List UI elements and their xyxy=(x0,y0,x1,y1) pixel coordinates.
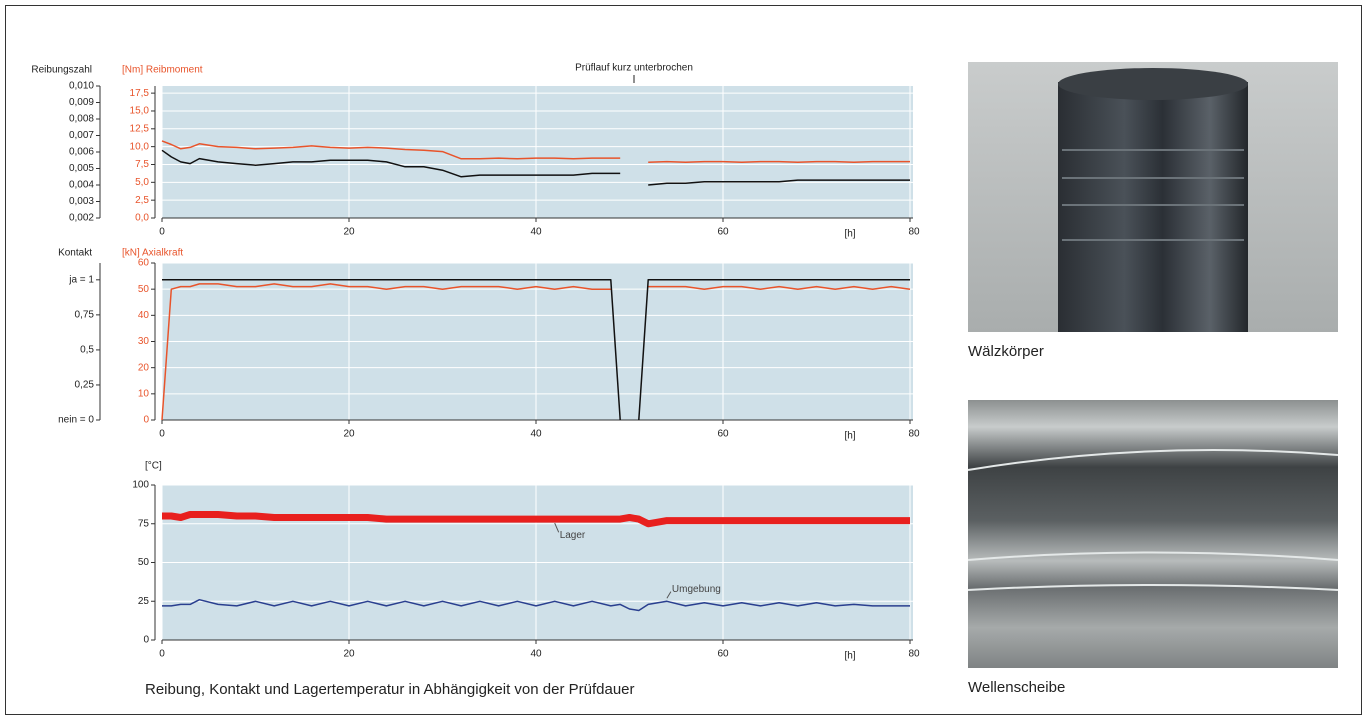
x-tick-label: 60 xyxy=(717,429,729,440)
x-tick-label: 0 xyxy=(159,227,165,238)
y-tick-label: 20 xyxy=(138,362,150,373)
x-tick-label: 80 xyxy=(908,429,920,440)
y-tick-label: 40 xyxy=(138,310,150,321)
page: Wälzkörper Wellenscheibe Reibung, Kontak… xyxy=(0,0,1368,720)
y-tick-label: 0,25 xyxy=(75,380,95,391)
plot-area xyxy=(162,86,913,218)
y-tick-label: 0,004 xyxy=(69,180,94,191)
x-axis-label: [h] xyxy=(844,229,855,240)
y-tick-label: 75 xyxy=(138,518,150,529)
y-axis-label: [°C] xyxy=(145,461,162,472)
x-axis-label: [h] xyxy=(844,431,855,442)
y-tick-label: 0,010 xyxy=(69,81,94,92)
x-tick-label: 20 xyxy=(343,649,355,660)
x-axis-label: [h] xyxy=(844,651,855,662)
figure: Wälzkörper Wellenscheibe Reibung, Kontak… xyxy=(0,0,1368,720)
x-tick-label: 80 xyxy=(908,649,920,660)
y-tick-label: 0,008 xyxy=(69,114,94,125)
series-label: Lager xyxy=(560,530,586,541)
annotation: Prüflauf kurz unterbrochen xyxy=(575,63,693,74)
y-tick-label: 0,006 xyxy=(69,147,94,158)
x-tick-label: 60 xyxy=(717,227,729,238)
x-tick-label: 80 xyxy=(908,227,920,238)
photo-shaft-washer xyxy=(968,400,1338,668)
y-tick-label: 0,0 xyxy=(135,213,149,224)
x-tick-label: 60 xyxy=(717,649,729,660)
y-tick-label: 30 xyxy=(138,336,150,347)
y-tick-label: 25 xyxy=(138,596,150,607)
x-tick-label: 20 xyxy=(343,429,355,440)
y-tick-label: 0 xyxy=(143,415,149,426)
y-tick-label: 2,5 xyxy=(135,195,149,206)
y-tick-label: 0,002 xyxy=(69,213,94,224)
y-tick-label: ja = 1 xyxy=(68,274,94,285)
x-tick-label: 40 xyxy=(530,429,542,440)
y-axis-label: Kontakt xyxy=(58,248,92,259)
y-tick-label: 0,005 xyxy=(69,163,94,174)
y-tick-label: 50 xyxy=(138,284,150,295)
y-tick-label: 50 xyxy=(138,557,150,568)
y-tick-label: 15,0 xyxy=(130,106,150,117)
y-tick-label: 10 xyxy=(138,388,150,399)
x-tick-label: 20 xyxy=(343,227,355,238)
x-tick-label: 40 xyxy=(530,227,542,238)
y-axis-label: Reibungszahl xyxy=(31,65,92,76)
y-tick-label: 5,0 xyxy=(135,177,149,188)
y-tick-label: 7,5 xyxy=(135,159,149,170)
y-tick-label: 0,009 xyxy=(69,97,94,108)
x-tick-label: 40 xyxy=(530,649,542,660)
y2-axis-label: [kN] Axialkraft xyxy=(122,248,183,259)
y-tick-label: 0,003 xyxy=(69,196,94,207)
y-tick-label: 0,75 xyxy=(75,310,95,321)
y-tick-label: nein = 0 xyxy=(58,415,94,426)
x-tick-label: 0 xyxy=(159,649,165,660)
y-tick-label: 17,5 xyxy=(130,88,150,99)
y-tick-label: 60 xyxy=(138,258,150,269)
x-tick-label: 0 xyxy=(159,429,165,440)
series-label: Umgebung xyxy=(672,584,721,595)
photo-rolling-element xyxy=(968,62,1338,332)
y-tick-label: 0,007 xyxy=(69,130,94,141)
y-tick-label: 100 xyxy=(132,480,149,491)
y-tick-label: 10,0 xyxy=(130,141,150,152)
y-tick-label: 0 xyxy=(143,635,149,646)
figure-caption: Reibung, Kontakt und Lagertemperatur in … xyxy=(145,681,635,698)
y-tick-label: 12,5 xyxy=(130,123,150,134)
photo-caption: Wälzkörper xyxy=(968,343,1044,360)
y2-axis-label: [Nm] Reibmoment xyxy=(122,65,203,76)
photo-caption: Wellenscheibe xyxy=(968,679,1065,696)
y-tick-label: 0,5 xyxy=(80,345,94,356)
